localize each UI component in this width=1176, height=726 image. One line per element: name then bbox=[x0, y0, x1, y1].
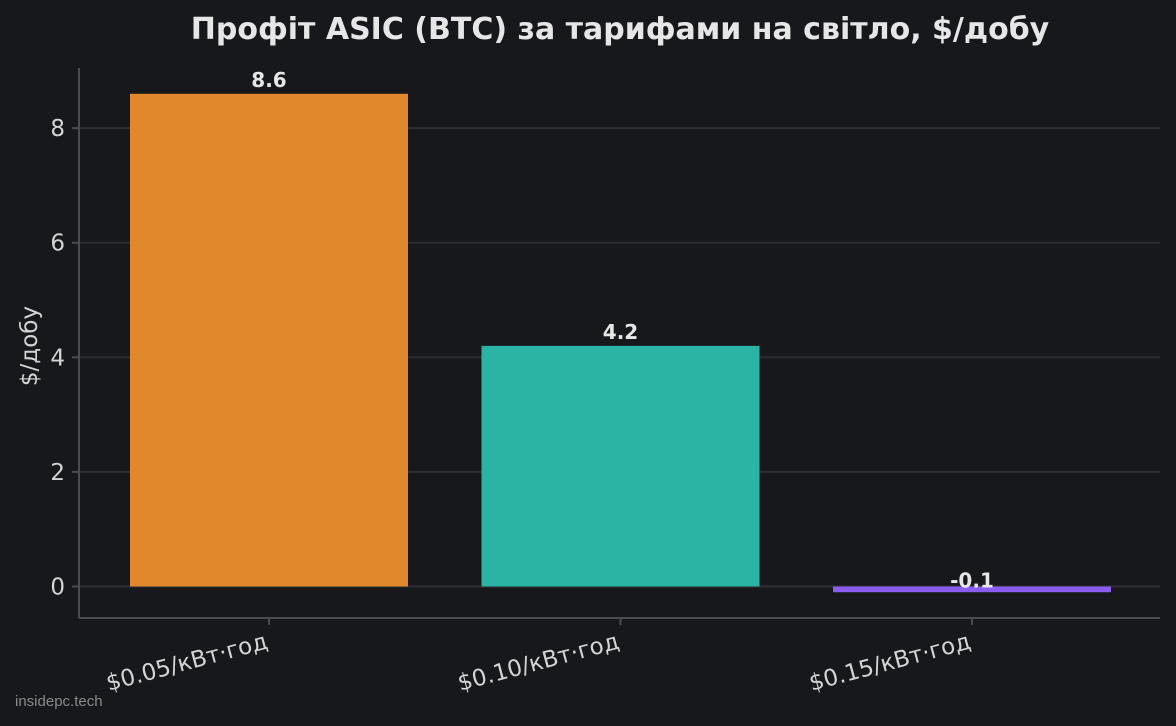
data-label: 4.2 bbox=[603, 320, 638, 344]
y-tick-label: 6 bbox=[50, 231, 65, 257]
x-tick-label: $0.10/кВт·год bbox=[455, 629, 622, 697]
bar bbox=[833, 586, 1111, 593]
chart-title: Профіт ASIC (BTC) за тарифами на світло,… bbox=[191, 12, 1050, 47]
x-tick-label: $0.05/кВт·год bbox=[103, 629, 270, 697]
y-axis-label: $/добу bbox=[17, 306, 43, 386]
y-tick-label: 4 bbox=[50, 345, 65, 371]
bar bbox=[130, 93, 408, 587]
bars bbox=[130, 93, 1111, 593]
y-tick-label: 2 bbox=[50, 460, 65, 486]
x-tick-label: $0.15/кВт·год bbox=[806, 629, 973, 697]
bar bbox=[481, 345, 760, 587]
data-label: 8.6 bbox=[251, 68, 286, 92]
data-labels: 8.6 4.2 -0.1 bbox=[251, 68, 994, 593]
data-label: -0.1 bbox=[950, 568, 994, 592]
y-tick-label: 8 bbox=[50, 116, 65, 142]
y-tick-label: 0 bbox=[50, 574, 65, 600]
watermark-text: insidepc.tech bbox=[15, 693, 103, 710]
